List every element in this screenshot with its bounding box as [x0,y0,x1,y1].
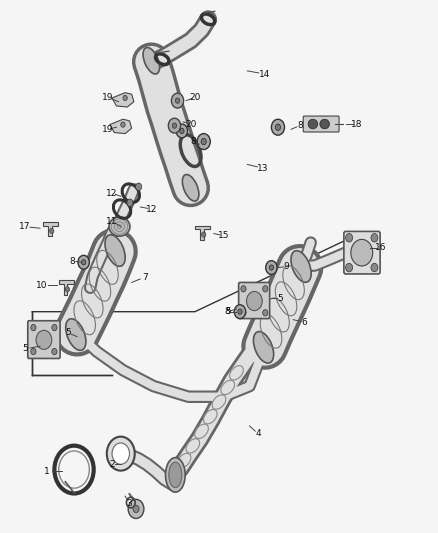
Circle shape [371,233,378,242]
Circle shape [172,123,177,128]
Circle shape [175,98,180,103]
Circle shape [241,286,246,292]
Circle shape [128,499,144,519]
Text: 20: 20 [189,93,201,102]
FancyBboxPatch shape [28,321,60,359]
Circle shape [238,309,242,314]
Circle shape [346,233,353,242]
Ellipse shape [109,217,130,236]
Text: 8: 8 [297,121,303,130]
Ellipse shape [105,235,125,266]
FancyBboxPatch shape [239,282,270,319]
Text: 5: 5 [66,328,71,337]
Text: 16: 16 [375,244,386,253]
Circle shape [127,199,133,206]
Circle shape [136,183,142,190]
FancyBboxPatch shape [344,231,380,274]
Circle shape [112,443,130,464]
Text: 12: 12 [146,205,157,214]
Polygon shape [112,93,134,107]
Circle shape [168,118,180,133]
Text: 1: 1 [44,467,49,475]
Circle shape [269,265,274,270]
Text: 3: 3 [127,498,132,507]
Ellipse shape [143,47,159,74]
Text: 8: 8 [225,307,231,316]
Circle shape [123,95,127,101]
FancyBboxPatch shape [303,116,339,132]
Circle shape [266,261,277,274]
Text: 17: 17 [19,222,31,231]
Ellipse shape [166,458,185,492]
Text: 18: 18 [351,119,362,128]
Circle shape [121,122,125,127]
Circle shape [197,134,210,150]
Text: 5: 5 [277,294,283,303]
Circle shape [180,128,184,134]
Ellipse shape [254,332,274,363]
Circle shape [31,325,36,331]
Circle shape [81,260,86,265]
Circle shape [351,239,373,266]
Text: 8: 8 [190,137,196,146]
Text: 19: 19 [102,93,113,102]
Circle shape [78,255,89,269]
Text: 11: 11 [106,217,118,226]
Circle shape [263,286,268,292]
Circle shape [171,93,184,108]
Ellipse shape [291,251,311,282]
Text: 20: 20 [185,119,196,128]
Ellipse shape [182,174,199,201]
Circle shape [133,505,139,513]
Circle shape [247,292,262,311]
Ellipse shape [320,119,329,129]
Text: 5: 5 [22,344,28,353]
Circle shape [201,232,206,237]
Text: 14: 14 [259,70,271,78]
Polygon shape [43,222,58,236]
Circle shape [241,310,246,316]
Text: 2: 2 [109,460,115,469]
Text: 4: 4 [255,430,261,439]
Circle shape [176,124,187,138]
Circle shape [272,119,285,135]
Polygon shape [195,225,210,240]
Circle shape [52,325,57,331]
Circle shape [201,139,206,145]
Circle shape [52,349,57,355]
Circle shape [276,124,281,131]
Text: 7: 7 [142,273,148,281]
Text: 19: 19 [102,125,113,134]
Text: 6: 6 [301,318,307,327]
Ellipse shape [169,462,182,488]
Circle shape [31,349,36,355]
Text: 8: 8 [70,257,76,265]
Text: 13: 13 [257,164,268,173]
Polygon shape [110,119,132,134]
Circle shape [107,437,135,471]
Text: 5: 5 [225,307,231,316]
Text: 12: 12 [106,189,118,198]
Circle shape [36,330,52,350]
Polygon shape [59,280,74,295]
Ellipse shape [66,319,86,350]
Text: 15: 15 [218,231,229,240]
Circle shape [263,310,268,316]
Circle shape [65,287,70,292]
Circle shape [49,228,54,233]
Circle shape [234,305,246,319]
Ellipse shape [308,119,318,129]
Text: 9: 9 [284,262,290,271]
Circle shape [371,263,378,272]
Text: 10: 10 [36,280,48,289]
Circle shape [346,263,353,272]
